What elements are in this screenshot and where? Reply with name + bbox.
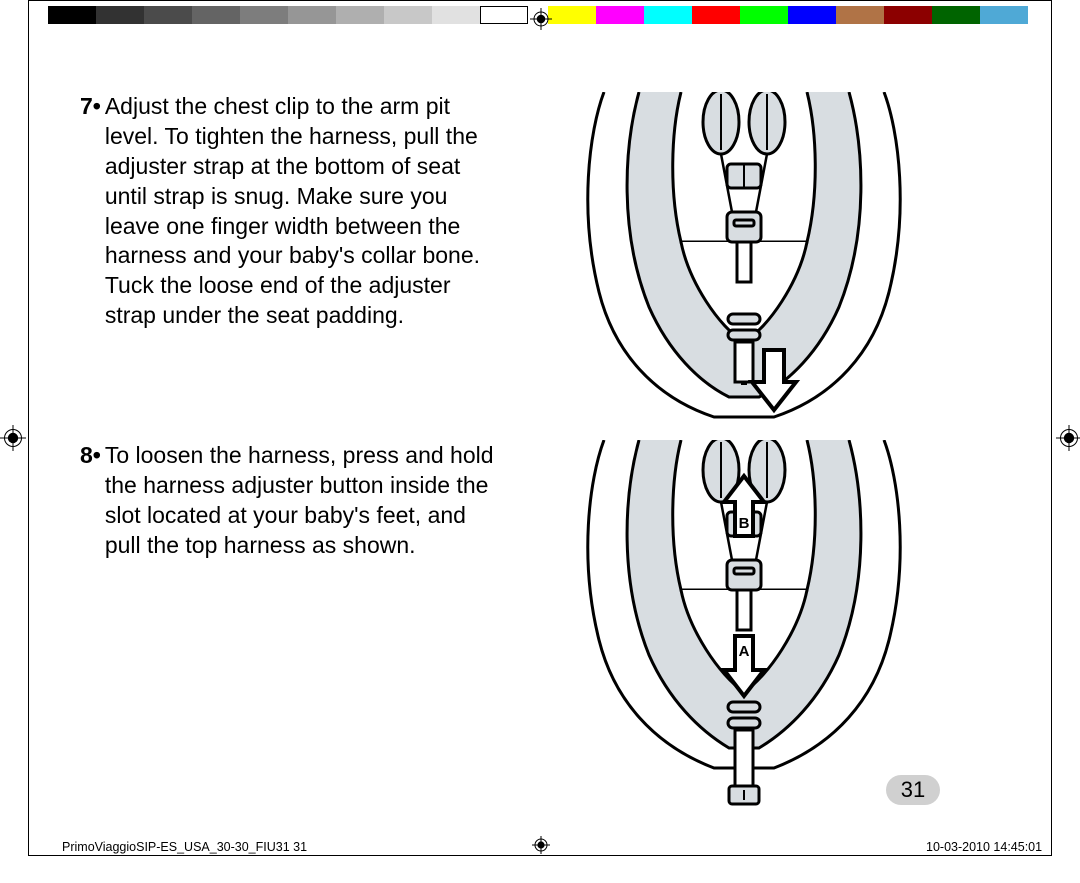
footer-filename: PrimoViaggioSIP-ES_USA_30-30_FIU31 31 (62, 840, 307, 854)
color-swatch (480, 6, 528, 24)
color-swatch (740, 6, 788, 24)
color-swatch (980, 6, 1028, 24)
color-swatch (96, 6, 144, 24)
color-swatch (788, 6, 836, 24)
color-swatch (644, 6, 692, 24)
color-swatch (288, 6, 336, 24)
color-swatch (144, 6, 192, 24)
color-swatch (596, 6, 644, 24)
registration-mark-right-icon (1056, 425, 1080, 451)
color-swatch (336, 6, 384, 24)
diagrams-column: B A (529, 92, 1008, 810)
instruction-step: 7• Adjust the chest clip to the arm pit … (80, 92, 499, 331)
color-calibration-bar-right (548, 6, 1028, 24)
page-number: 31 (886, 775, 940, 805)
arrow-label-b: B (739, 515, 750, 532)
color-swatch (548, 6, 596, 24)
footer-timestamp: 10-03-2010 14:45:01 (926, 840, 1042, 854)
registration-mark-left-icon (0, 425, 26, 451)
color-swatch (384, 6, 432, 24)
color-calibration-bar-left (48, 6, 528, 24)
instruction-step: 8• To loosen the harness, press and hold… (80, 441, 499, 561)
seat-diagram-tighten (569, 92, 919, 432)
step-text: Adjust the chest clip to the arm pit lev… (105, 92, 499, 331)
color-swatch (240, 6, 288, 24)
color-swatch (884, 6, 932, 24)
arrow-label-a: A (739, 643, 750, 660)
color-swatch (932, 6, 980, 24)
step-number: 8• (80, 441, 101, 561)
instructions-column: 7• Adjust the chest clip to the arm pit … (80, 92, 529, 810)
color-swatch (48, 6, 96, 24)
registration-mark-bottom-icon (532, 836, 550, 854)
color-swatch (192, 6, 240, 24)
color-swatch (692, 6, 740, 24)
registration-mark-top-icon (530, 8, 552, 30)
step-text: To loosen the harness, press and hold th… (105, 441, 499, 561)
color-swatch (836, 6, 884, 24)
step-number: 7• (80, 92, 101, 331)
seat-diagram-loosen: B A (569, 440, 919, 810)
color-swatch (432, 6, 480, 24)
page-content: 7• Adjust the chest clip to the arm pit … (80, 92, 1008, 810)
